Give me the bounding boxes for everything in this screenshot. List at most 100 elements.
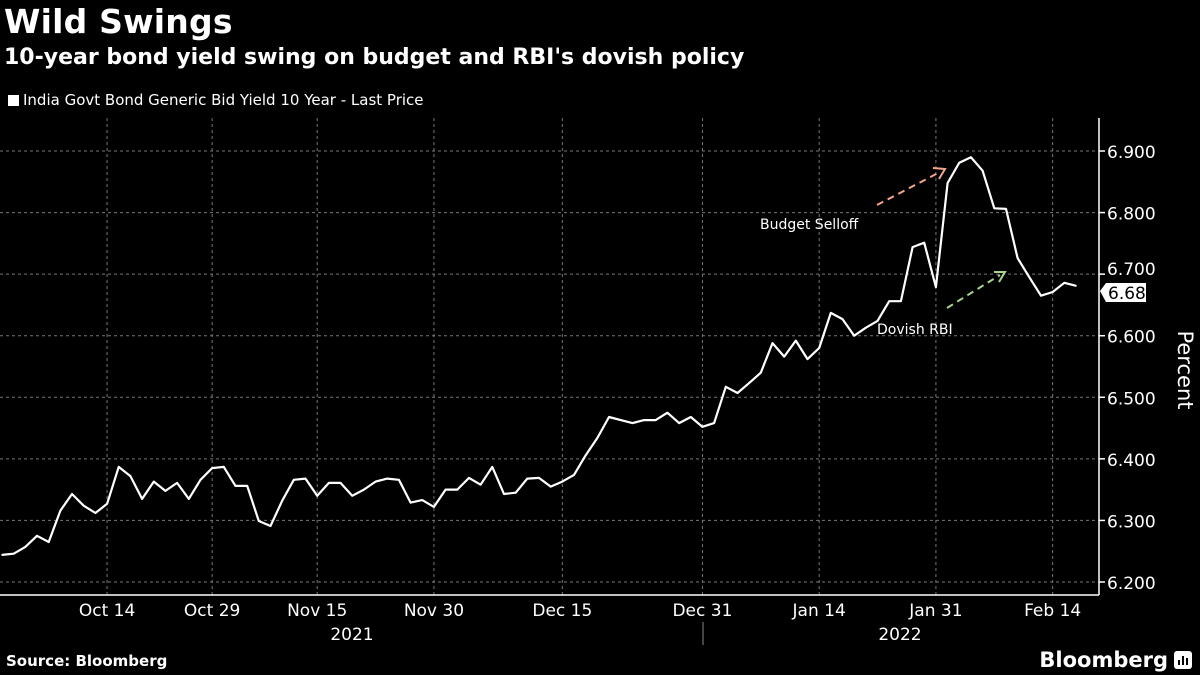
data-point: [760, 371, 762, 374]
data-point: [351, 495, 354, 497]
data-point: [12, 552, 15, 555]
data-point: [783, 355, 785, 358]
data-point: [806, 358, 809, 360]
data-point: [538, 477, 540, 479]
data-point: [771, 342, 774, 344]
data-point: [223, 466, 225, 468]
data-point: [888, 300, 891, 303]
data-point: [608, 416, 610, 418]
data-point: [748, 382, 750, 384]
data-point: [701, 426, 704, 428]
data-point: [1075, 285, 1077, 287]
data-point: [129, 475, 132, 477]
data-point: [876, 320, 879, 322]
x-tick-label: Oct 29: [184, 601, 240, 621]
data-point: [795, 339, 797, 342]
legend: India Govt Bond Generic Bid Yield 10 Yea…: [8, 91, 424, 109]
data-point: [374, 480, 377, 483]
last-value-badge: 6.681: [1100, 283, 1157, 304]
data-point: [386, 477, 389, 480]
data-point: [211, 467, 213, 469]
data-point: [258, 520, 260, 522]
chart-subtitle: 10-year bond yield swing on budget and R…: [4, 45, 745, 70]
data-point: [561, 480, 564, 483]
data-point: [328, 482, 330, 484]
y-tick-label: 6.400: [1107, 451, 1156, 471]
data-point: [1005, 208, 1007, 210]
x-tick-label: Dec 15: [532, 601, 592, 621]
data-point: [59, 509, 62, 512]
data-point: [176, 482, 178, 484]
x-ticks: Oct 14 Oct 29 Nov 15 Nov 30 Dec 15 Dec 31 Jan …: [79, 601, 1081, 621]
data-point: [958, 161, 961, 164]
legend-swatch: [8, 94, 19, 106]
year-label-2021: 2021: [330, 625, 373, 645]
bloomberg-chart-icon: [1174, 651, 1192, 669]
data-point: [1040, 294, 1042, 297]
data-points: [1, 156, 1077, 556]
data-point: [935, 286, 937, 288]
data-point: [421, 499, 424, 501]
x-tick-label: Nov 30: [404, 601, 464, 621]
data-point: [865, 326, 867, 329]
data-point: [981, 169, 984, 172]
annotation-dovish-rbi: Dovish RBI: [877, 322, 953, 338]
data-point: [596, 437, 599, 439]
data-point: [456, 488, 459, 491]
data-point: [106, 503, 108, 505]
data-point: [316, 495, 318, 497]
grid: [0, 118, 1099, 595]
data-point: [911, 246, 914, 248]
data-point: [549, 485, 552, 488]
data-point: [491, 466, 494, 468]
data-point: [141, 498, 143, 500]
data-point: [619, 419, 622, 421]
legend-label: India Govt Bond Generic Bid Yield 10 Yea…: [23, 91, 424, 109]
data-point: [468, 477, 470, 479]
chart-title: Wild Swings: [4, 2, 233, 41]
x-tick-label: Jan 31: [908, 601, 962, 621]
data-point: [923, 241, 926, 244]
y-tick-label: 6.300: [1107, 512, 1156, 532]
data-point: [689, 416, 692, 418]
data-point: [246, 485, 248, 487]
data-point: [199, 478, 202, 481]
data-point: [631, 422, 634, 424]
data-point: [164, 490, 167, 492]
data-point: [724, 386, 727, 388]
data-point: [993, 207, 996, 210]
last-value-label: 6.681: [1108, 284, 1157, 304]
data-point: [1051, 291, 1054, 293]
data-point: [117, 466, 120, 468]
x-tick-label: Nov 15: [287, 601, 347, 621]
y-axis-title: Percent: [1173, 330, 1197, 409]
series-line: [1, 156, 1077, 556]
data-point: [47, 541, 50, 543]
data-point: [304, 477, 307, 480]
data-point: [1063, 281, 1066, 284]
y-tick-label: 6.700: [1107, 260, 1156, 280]
data-point: [503, 493, 505, 495]
data-point: [853, 334, 855, 337]
y-tick-label: 6.900: [1107, 143, 1156, 163]
data-point: [678, 422, 680, 424]
dovish-rbi-arrow: [946, 274, 1001, 309]
data-point: [900, 300, 902, 303]
budget-selloff-arrowhead-icon: [932, 167, 947, 180]
y-tick-label: 6.500: [1107, 389, 1156, 409]
data-point: [82, 504, 85, 507]
data-point: [234, 485, 237, 487]
data-point: [339, 482, 342, 484]
data-point: [152, 480, 155, 483]
data-point: [946, 182, 949, 184]
y-tick-label: 6.800: [1107, 205, 1156, 225]
data-point: [830, 312, 832, 314]
data-point: [269, 525, 272, 527]
data-point: [970, 156, 972, 158]
dovish-rbi-arrowhead-icon: [994, 271, 1007, 283]
data-point: [363, 488, 365, 491]
data-point: [36, 535, 38, 537]
data-point: [818, 347, 820, 349]
data-point: [573, 474, 575, 476]
y-ticks: 6.200 6.300 6.400 6.500 6.600 6.700 6.800 6.900: [1099, 143, 1156, 594]
